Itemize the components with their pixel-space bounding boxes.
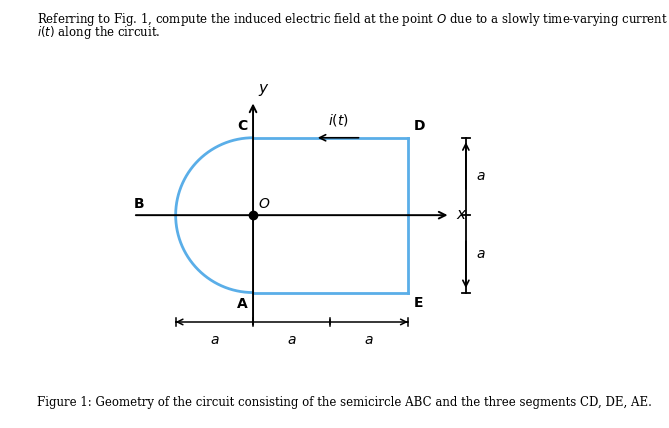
Text: Figure 1: Geometry of the circuit consisting of the semicircle ABC and the three: Figure 1: Geometry of the circuit consis… — [37, 396, 652, 409]
Text: $a$: $a$ — [476, 247, 486, 261]
Text: $a$: $a$ — [476, 169, 486, 184]
Text: $x$: $x$ — [456, 208, 468, 222]
Text: $i(t)$: $i(t)$ — [328, 112, 349, 128]
Text: $i(t)$ along the circuit.: $i(t)$ along the circuit. — [37, 24, 161, 41]
Text: Referring to Fig. 1, compute the induced electric field at the point $O$ due to : Referring to Fig. 1, compute the induced… — [37, 11, 668, 28]
Text: $\mathbf{B}$: $\mathbf{B}$ — [133, 197, 145, 211]
Text: $a$: $a$ — [209, 333, 219, 347]
Text: $a$: $a$ — [365, 333, 374, 347]
Text: $\mathbf{D}$: $\mathbf{D}$ — [413, 119, 426, 133]
Text: $O$: $O$ — [258, 196, 271, 211]
Text: $y$: $y$ — [258, 81, 269, 98]
Text: $\mathbf{E}$: $\mathbf{E}$ — [413, 296, 423, 309]
Text: $a$: $a$ — [287, 333, 296, 347]
Text: $\mathbf{C}$: $\mathbf{C}$ — [237, 119, 248, 133]
Text: $\mathbf{A}$: $\mathbf{A}$ — [237, 297, 249, 311]
